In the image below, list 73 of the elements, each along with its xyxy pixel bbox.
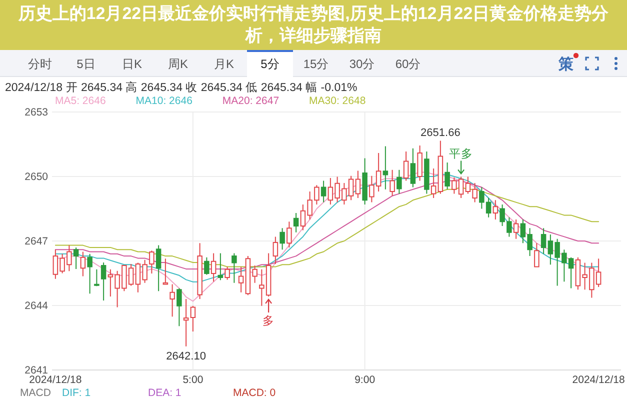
text: 2024/12/18 开 2645.34 高 2645.34 收 2645.34 低 2645.34 幅 -0.01% [5, 80, 358, 94]
candlestick [438, 140, 444, 194]
candlestick [238, 266, 244, 293]
candlestick [424, 151, 430, 194]
text: DIF: 1 [62, 387, 91, 399]
text: 周K [168, 57, 188, 71]
candlestick [492, 200, 498, 220]
text: 5日 [76, 57, 96, 71]
candlestick [176, 288, 182, 327]
candlestick [534, 242, 540, 268]
text: MACD [20, 387, 52, 399]
text: DEA: 1 [148, 387, 182, 399]
text: 策 [558, 56, 574, 73]
candlestick [80, 251, 86, 277]
text: MA20: 2647 [222, 95, 280, 107]
candlestick [94, 268, 100, 287]
candlestick [162, 258, 168, 285]
candlestick [444, 162, 450, 190]
x-tick-label: 2024/12/18 [572, 374, 625, 386]
candlestick [232, 252, 237, 284]
candlestick [73, 246, 79, 270]
text: 平多 [449, 148, 474, 161]
candlestick [183, 298, 189, 347]
candlestick [396, 169, 402, 194]
candlestick [355, 170, 361, 198]
candlestick [403, 151, 409, 182]
candlestick [210, 252, 216, 282]
text: 30分 [349, 57, 375, 71]
line-series [54, 174, 600, 282]
text: 5分 [260, 57, 280, 71]
candlestick [382, 146, 388, 190]
text: 分时 [28, 57, 52, 71]
y-tick-label: 2653 [24, 106, 48, 119]
x-tick-label: 5:00 [182, 374, 204, 386]
text: 月K [214, 57, 234, 71]
text: 2642.10 [166, 350, 206, 362]
candlestick [513, 219, 519, 240]
candlestick [190, 305, 196, 332]
text: 15分 [303, 57, 329, 71]
candlestick [224, 266, 230, 280]
candlestick [197, 242, 202, 300]
x-tick-label: 9:00 [354, 374, 376, 386]
candlestick [280, 228, 285, 250]
text: 2651.66 [420, 126, 460, 139]
text: 60分 [395, 57, 421, 71]
text: 多 [262, 315, 275, 328]
text: MACD: 0 [233, 387, 276, 399]
text: MA5: 2646 [55, 95, 106, 107]
text: MA30: 2648 [309, 95, 366, 107]
candlestick [156, 244, 162, 292]
candlestick [170, 284, 175, 318]
y-tick-label: 2641 [24, 364, 48, 377]
candlestick [410, 148, 416, 188]
candlestick [540, 228, 546, 254]
candlestick [272, 236, 278, 265]
y-tick-label: 2647 [24, 236, 48, 248]
candlestick [320, 180, 326, 203]
candlestick [293, 212, 299, 233]
y-tick-label: 2650 [24, 171, 48, 184]
text: 日K [122, 57, 142, 71]
text: MA10: 2646 [136, 95, 193, 107]
candlestick [218, 252, 224, 281]
candlestick [417, 145, 422, 182]
y-tick-label: 2644 [24, 300, 48, 312]
candlestick [430, 168, 436, 198]
candlestick [87, 253, 92, 294]
x-tick-label: 2024/12/18 [29, 374, 82, 386]
candlestick [390, 169, 395, 196]
candlestick [362, 158, 368, 205]
candlestick [100, 262, 106, 302]
candlestick [286, 221, 292, 248]
chart-title: 历史上的12月22日最近金价实时行情走势图,历史上的12月22日黄金价格走势分析，详细步骤指南 [17, 3, 610, 47]
candlestick [204, 256, 210, 276]
